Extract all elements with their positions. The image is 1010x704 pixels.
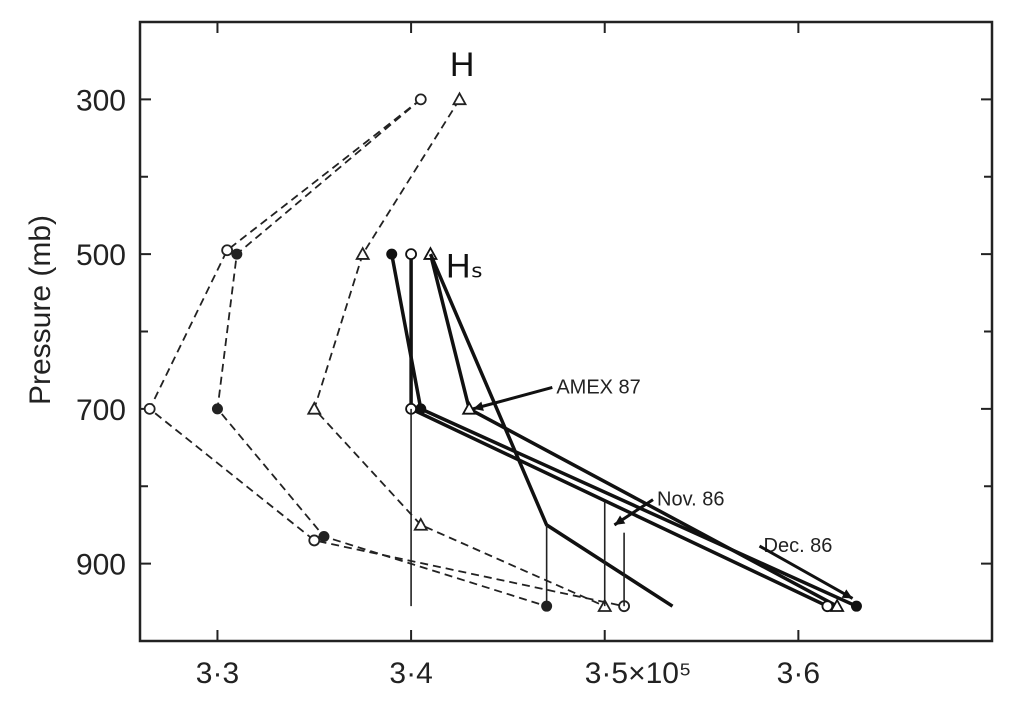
x-tick-label-3.6: 3·6 (777, 657, 820, 690)
triangle-marker (422, 246, 438, 260)
series-hs-filled-circle-solid (386, 248, 862, 612)
triangle-marker (306, 401, 322, 415)
open-circle-marker (414, 93, 427, 106)
triangle-marker (413, 517, 429, 531)
x-axis-ticks: 3·3 3·4 3·5×10⁵ 3·6 (196, 22, 820, 690)
triangle-marker (355, 246, 371, 260)
open-circle-marker (221, 244, 234, 257)
filled-circle-marker (211, 403, 223, 415)
annotation-arrow-head (841, 589, 853, 599)
series-layer (143, 91, 862, 613)
open-circle-marker (821, 600, 834, 613)
open-circle-marker (405, 248, 417, 261)
y-tick-label-700: 700 (76, 394, 126, 427)
annotation-arrow-shaft (758, 544, 854, 600)
y-tick-label-300: 300 (76, 84, 126, 117)
series-line (428, 253, 674, 608)
filled-circle-marker (850, 600, 862, 612)
annotation-layer: H Hₛ AMEX 87 Nov. 86 Dec. 86 (446, 46, 854, 600)
y-tick-label-500: 500 (76, 239, 126, 272)
open-circle-marker (308, 534, 321, 547)
y-tick-label-900: 900 (76, 549, 126, 582)
series-hs-none-solid (428, 253, 674, 608)
annotation-arrow-head (614, 515, 626, 525)
filled-circle-marker (231, 248, 243, 260)
annotation-arrow-head (473, 401, 484, 411)
open-circle-marker (143, 402, 156, 415)
filled-circle-marker (386, 248, 398, 260)
series-h-open-circle-dashed (143, 93, 630, 613)
annotation-h: H (450, 46, 475, 84)
annotation-h-: Hₛ (446, 247, 483, 285)
triangle-marker (829, 598, 845, 612)
annotation-arrow-shaft (472, 385, 553, 411)
annotation-amex-87: AMEX 87 (556, 376, 640, 398)
triangle-marker (451, 91, 468, 106)
y-axis-title: Pressure (mb) (24, 215, 57, 405)
annotation-nov-86: Nov. 86 (657, 489, 724, 511)
y-axis-ticks: 300 500 700 900 (76, 84, 992, 582)
annotation-dec-86: Dec. 86 (764, 535, 833, 557)
x-tick-label-3.4: 3·4 (389, 657, 432, 690)
x-tick-label-3.3: 3·3 (196, 657, 239, 690)
triangle-marker (461, 401, 477, 415)
x-tick-label-3.5: 3·5×10⁵ (585, 657, 692, 690)
filled-circle-marker (318, 531, 330, 543)
